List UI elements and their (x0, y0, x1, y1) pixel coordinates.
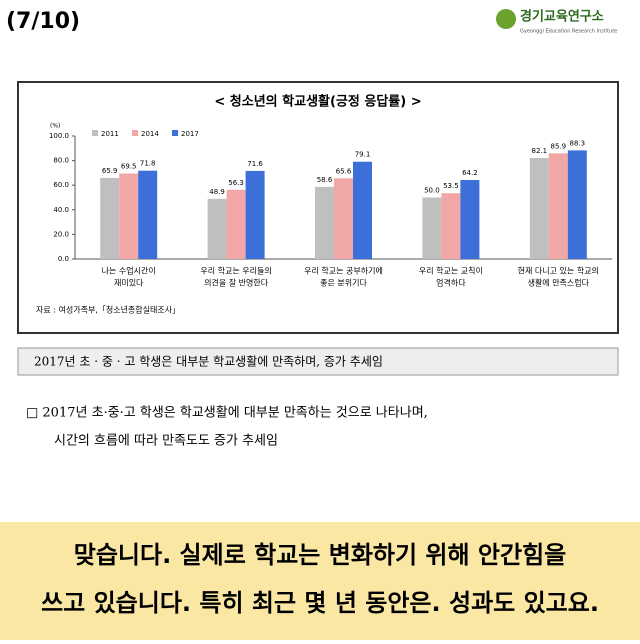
value-label: 69.5 (121, 163, 137, 171)
x-tick-label: 현재 다니고 있는 학교의 (518, 266, 599, 276)
legend-swatch (132, 130, 138, 136)
x-tick-label: 재미있다 (114, 278, 144, 288)
caption: 쓰고 있습니다. 특히 최근 몇 년 동안은. 성과도 있고요. (41, 589, 599, 617)
value-label: 65.9 (102, 167, 118, 175)
bar (460, 180, 480, 259)
caption-band (0, 522, 640, 640)
value-label: 79.1 (355, 151, 371, 159)
legend-label: 2011 (101, 130, 119, 138)
summary: 2017년 초 · 중 · 고 학생은 대부분 학교생활에 만족하며, 증가 추… (34, 355, 383, 369)
y-tick-label: 80.0 (53, 157, 69, 165)
bar (567, 150, 587, 259)
x-tick-label: 우리 학교는 우리들의 (200, 266, 271, 276)
y-unit: (%) (50, 123, 60, 130)
bar (353, 161, 372, 259)
bullet-line: □ 2017년 초·중·고 학생은 학교생활에 대부분 만족하는 것으로 나타나… (26, 406, 428, 421)
value-label: 65.6 (336, 167, 352, 175)
legend-swatch (92, 130, 98, 136)
value-label: 48.9 (209, 188, 225, 196)
logo-subtext: Gyeonggi Education Research Institute (520, 29, 617, 35)
bullet-line: 시간의 흐름에 따라 만족도도 증가 추세임 (54, 434, 278, 449)
legend-swatch (172, 130, 178, 136)
value-label: 53.5 (443, 182, 459, 190)
x-tick-label: 우리 학교는 공부하기에 (304, 266, 383, 276)
value-label: 85.9 (551, 142, 567, 150)
bar (138, 170, 158, 259)
bar (100, 177, 120, 259)
bar (422, 197, 442, 259)
chart-title: < 청소년의 학교생활(긍정 응답률) > (214, 94, 421, 110)
bar (245, 170, 265, 259)
x-tick-label: 생활에 만족스럽다 (528, 278, 590, 288)
bar (334, 178, 353, 259)
value-label: 58.6 (317, 176, 333, 184)
logo-icon (496, 9, 516, 29)
legend-label: 2017 (181, 130, 199, 138)
bar (529, 158, 549, 259)
value-label: 50.0 (424, 187, 440, 195)
bar (548, 153, 568, 259)
x-tick-label: 엄격하다 (436, 278, 466, 288)
y-tick-label: 100.0 (49, 132, 69, 140)
legend-label: 2014 (141, 130, 159, 138)
bar (315, 186, 334, 259)
value-label: 82.1 (532, 147, 548, 155)
bar (226, 189, 246, 259)
value-label: 71.6 (247, 160, 263, 168)
page-number: (7/10) (6, 9, 80, 34)
y-tick-label: 0.0 (58, 255, 69, 263)
x-tick-label: 좋은 분위기다 (320, 279, 367, 288)
x-tick-label: 우리 학교는 교칙이 (419, 266, 483, 276)
value-label: 56.3 (228, 179, 244, 187)
value-label: 64.2 (462, 169, 478, 177)
bar (207, 198, 227, 259)
y-tick-label: 40.0 (53, 206, 69, 214)
y-tick-label: 20.0 (53, 230, 69, 238)
bar (441, 193, 461, 259)
value-label: 88.3 (570, 139, 586, 147)
bar (119, 173, 139, 259)
value-label: 71.8 (140, 160, 156, 168)
summary-box (17, 347, 619, 376)
y-tick-label: 60.0 (53, 181, 69, 189)
x-tick-label: 나는 수업시간이 (102, 266, 156, 276)
source: 자료 : 여성가족부,「청소년종합실태조사」 (36, 305, 180, 315)
logo-text: 경기교육연구소 (520, 9, 604, 25)
caption: 맞습니다. 실제로 학교는 변화하기 위해 안간힘을 (74, 541, 567, 569)
x-tick-label: 의견을 잘 반영한다 (204, 278, 269, 288)
